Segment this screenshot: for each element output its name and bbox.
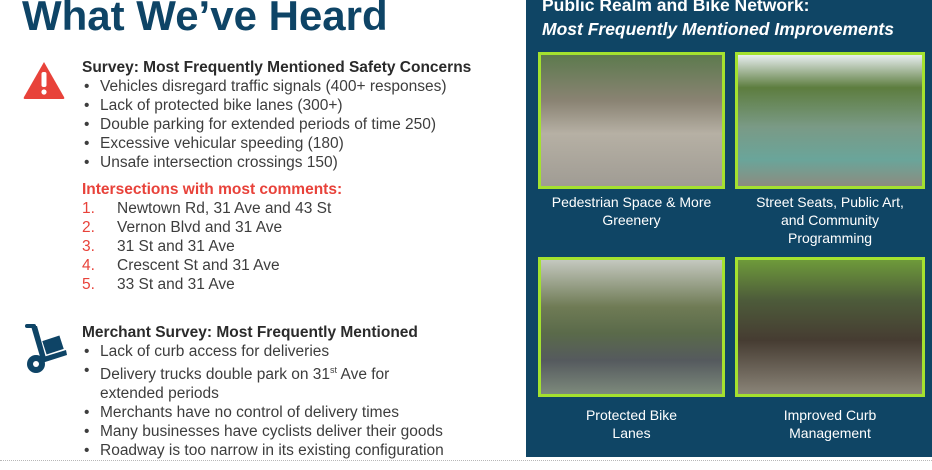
list-item: 5. 33 St and 31 Ave bbox=[82, 275, 342, 294]
caption-bike-lanes: Protected Bike Lanes bbox=[585, 407, 678, 441]
caption-street-seats: Street Seats, Public Art, and Community … bbox=[756, 194, 904, 246]
item-number: 3. bbox=[82, 238, 95, 255]
list-item: Roadway is too narrow in its existing co… bbox=[82, 441, 444, 460]
list-item: Lack of curb access for deliveries bbox=[82, 342, 444, 361]
item-text: 33 St and 31 Ave bbox=[117, 276, 235, 293]
intersections-section: Intersections with most comments: 1. Newt… bbox=[82, 180, 342, 294]
list-item: 3. 31 St and 31 Ave bbox=[82, 237, 342, 256]
photo-street-seats bbox=[735, 52, 925, 189]
panel-title: Public Realm and Bike Network: Most Freq… bbox=[542, 0, 894, 41]
list-item: 1. Newtown Rd, 31 Ave and 43 St bbox=[82, 199, 342, 218]
intersections-heading: Intersections with most comments: bbox=[82, 181, 343, 198]
merchant-section: Merchant Survey: Most Frequently Mention… bbox=[82, 323, 444, 460]
safety-heading: Survey: Most Frequently Mentioned Safety… bbox=[82, 59, 472, 76]
list-item: Excessive vehicular speeding (180) bbox=[82, 134, 471, 153]
improvements-panel: Public Realm and Bike Network: Most Freq… bbox=[526, 0, 932, 457]
item-number: 5. bbox=[82, 276, 95, 293]
list-item: Merchants have no control of delivery ti… bbox=[82, 403, 444, 422]
panel-title-line2: Most Frequently Mentioned Improvements bbox=[542, 19, 894, 39]
superscript: st bbox=[330, 365, 338, 375]
photo-pedestrian-space bbox=[538, 52, 725, 189]
item-number: 2. bbox=[82, 219, 95, 236]
list-item: Lack of protected bike lanes (300+) bbox=[82, 96, 471, 115]
item-text: Delivery trucks double park on 31 bbox=[100, 366, 331, 384]
safety-concerns-section: Survey: Most Frequently Mentioned Safety… bbox=[82, 58, 471, 172]
panel-title-line1: Public Realm and Bike Network: bbox=[542, 0, 810, 15]
photo-protected-bike-lanes bbox=[538, 257, 725, 397]
warning-icon bbox=[23, 62, 65, 99]
item-text: Vernon Blvd and 31 Ave bbox=[117, 219, 283, 236]
item-number: 4. bbox=[82, 257, 95, 274]
item-text: Newtown Rd, 31 Ave and 43 St bbox=[117, 200, 332, 217]
list-item: Delivery trucks double park on 31st Ave … bbox=[82, 361, 444, 403]
photo-curb-management bbox=[735, 257, 925, 397]
list-item: 4. Crescent St and 31 Ave bbox=[82, 256, 342, 275]
list-item: Vehicles disregard traffic signals (400+… bbox=[82, 77, 471, 96]
list-item: Unsafe intersection crossings 150) bbox=[82, 153, 471, 172]
item-number: 1. bbox=[82, 200, 95, 217]
caption-curb-management: Improved Curb Management bbox=[783, 407, 877, 441]
list-item: Double parking for extended periods of t… bbox=[82, 115, 471, 134]
caption-pedestrian-space: Pedestrian Space & More Greenery bbox=[551, 194, 712, 228]
item-text: Crescent St and 31 Ave bbox=[117, 257, 280, 274]
page-title: What We’ve Heard bbox=[22, 0, 388, 39]
item-text: 31 St and 31 Ave bbox=[117, 238, 235, 255]
divider bbox=[0, 460, 932, 461]
list-item: 2. Vernon Blvd and 31 Ave bbox=[82, 218, 342, 237]
item-text: Ave for bbox=[337, 366, 390, 384]
list-item: Many businesses have cyclists deliver th… bbox=[82, 422, 444, 441]
merchant-heading: Merchant Survey: Most Frequently Mention… bbox=[82, 324, 418, 341]
item-text-continued: extended periods bbox=[100, 385, 219, 403]
hand-truck-icon bbox=[25, 324, 67, 373]
